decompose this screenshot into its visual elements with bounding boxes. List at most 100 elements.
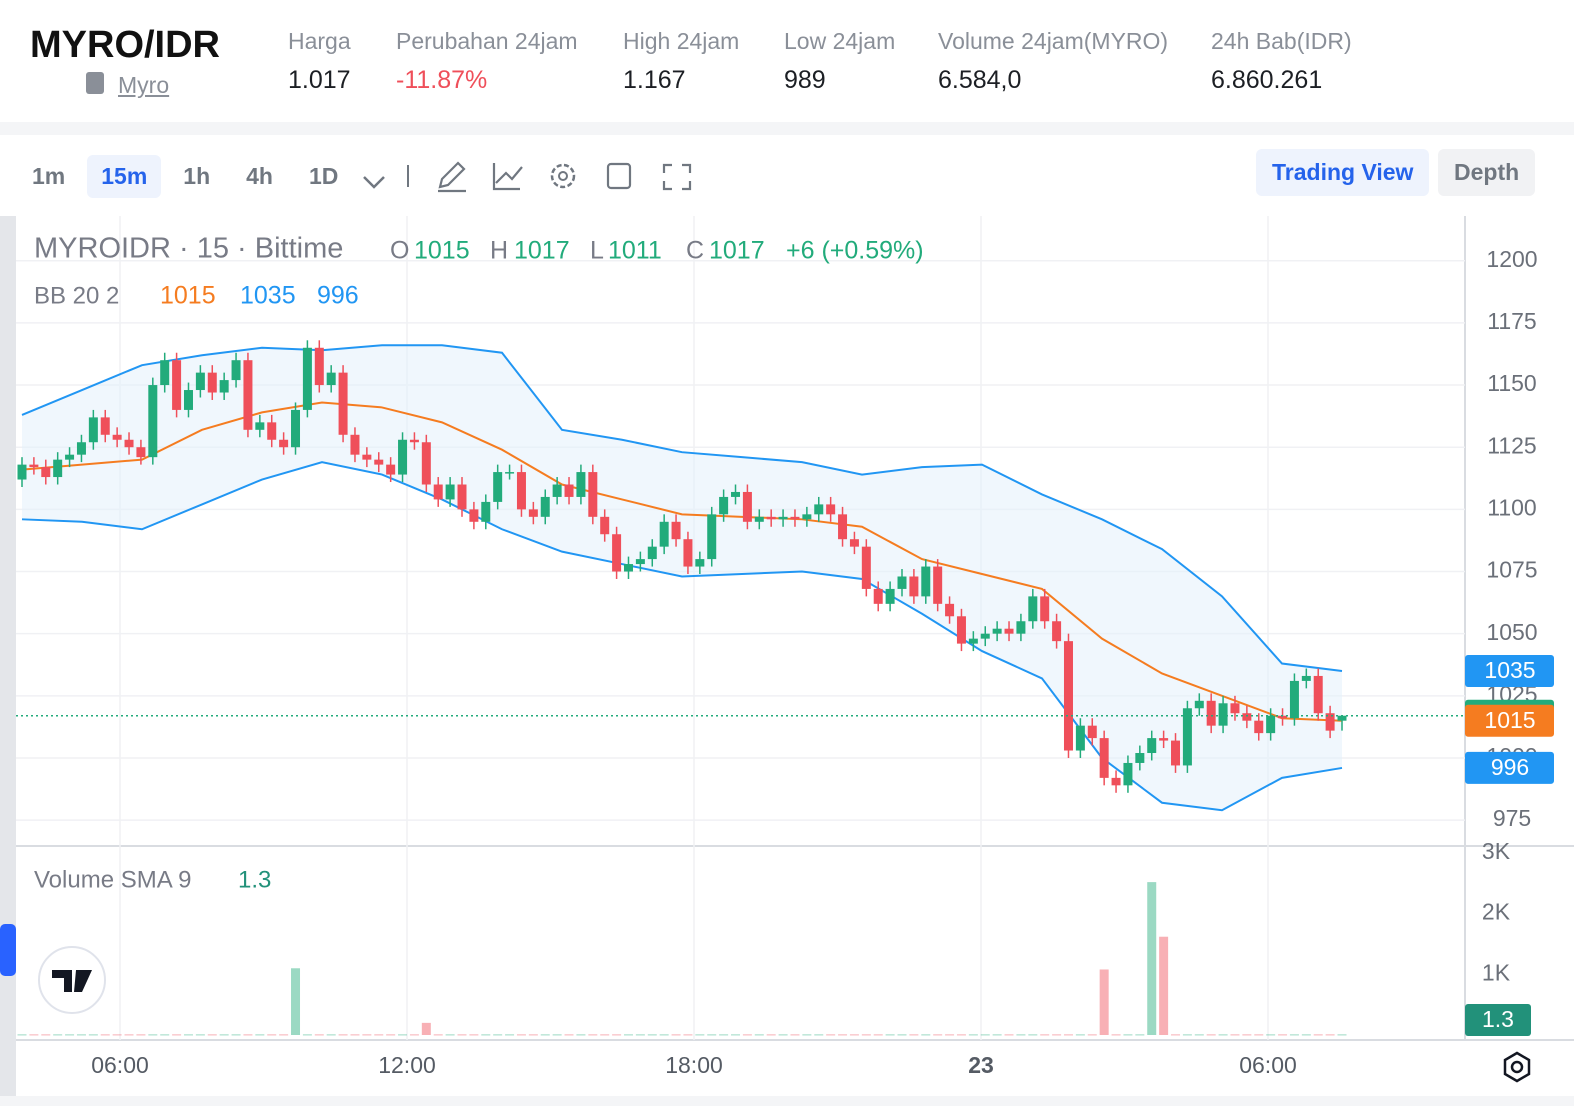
volume-bar bbox=[933, 1034, 943, 1036]
candle-body bbox=[1266, 715, 1276, 734]
candle-body bbox=[279, 439, 289, 448]
draw-icon[interactable] bbox=[438, 161, 466, 193]
candle-body bbox=[968, 638, 978, 644]
candle-body bbox=[1206, 700, 1216, 726]
band-line bbox=[21, 344, 1343, 672]
volume-bar bbox=[231, 1034, 241, 1036]
candle-body bbox=[1242, 713, 1252, 721]
volume-bar bbox=[1206, 1034, 1216, 1036]
fullscreen-icon[interactable] bbox=[662, 163, 692, 191]
candle-body bbox=[612, 534, 622, 572]
interval[interactable]: 1D bbox=[308, 163, 339, 189]
volume-bar bbox=[600, 1034, 610, 1036]
interval[interactable]: 15m bbox=[87, 155, 162, 198]
candle-body bbox=[374, 459, 384, 465]
candle-body bbox=[1230, 703, 1240, 714]
legend-value: 1017 bbox=[709, 237, 765, 265]
volume-bar bbox=[1063, 1034, 1073, 1036]
volume-bar bbox=[897, 1034, 907, 1036]
legend-label: H bbox=[490, 237, 508, 265]
candle-body bbox=[897, 576, 907, 589]
x-tick-label: 23 bbox=[968, 1052, 994, 1078]
chart-bg bbox=[16, 216, 1574, 1096]
volume-tick-label: 3K bbox=[1482, 838, 1511, 864]
candle-body bbox=[826, 504, 836, 515]
left-strip bbox=[0, 216, 16, 1096]
dropdown-icon[interactable] bbox=[363, 176, 385, 189]
volume-bar bbox=[1040, 1034, 1050, 1036]
interval[interactable]: 1m bbox=[32, 163, 66, 189]
candle-body bbox=[1182, 708, 1192, 766]
volume-bar bbox=[17, 1034, 27, 1036]
volume-bar bbox=[76, 1034, 86, 1036]
volume-bar bbox=[1135, 1034, 1145, 1036]
volume-badge-label: 1.3 bbox=[1482, 1006, 1514, 1032]
legend-label: L bbox=[590, 237, 604, 265]
volume-bar bbox=[861, 1034, 871, 1036]
volume-bar bbox=[885, 1034, 895, 1036]
candle-body bbox=[814, 504, 824, 515]
volume-bar bbox=[207, 1034, 217, 1036]
volume-bar bbox=[707, 1034, 717, 1036]
candle-body bbox=[172, 360, 182, 410]
volume-bar bbox=[65, 1034, 75, 1036]
volume-bar bbox=[671, 1034, 681, 1036]
coin-link[interactable]: Myro bbox=[118, 72, 170, 98]
candle-body bbox=[255, 422, 265, 430]
candle-body bbox=[136, 447, 146, 458]
settings-icon[interactable] bbox=[550, 163, 576, 189]
candle-body bbox=[921, 566, 931, 597]
header: MYRO/IDR Myro Harga 1.017 Perubahan 24jam -… bbox=[0, 0, 1574, 122]
candle-body bbox=[588, 472, 598, 517]
side-toggle[interactable] bbox=[0, 924, 16, 976]
candle-body bbox=[100, 417, 110, 435]
volume-bar bbox=[742, 1034, 752, 1036]
candle-body bbox=[1099, 738, 1109, 778]
volume-bar bbox=[1289, 1034, 1299, 1036]
volume-bar bbox=[374, 1034, 384, 1036]
price-badge-label: 1035 bbox=[1484, 657, 1535, 683]
candle-body bbox=[945, 603, 955, 617]
volume-bar bbox=[992, 1034, 1002, 1036]
volume-bar bbox=[172, 1034, 182, 1036]
volume-bar bbox=[588, 1034, 598, 1036]
candle-body bbox=[41, 467, 51, 478]
volume-bar bbox=[540, 1034, 550, 1036]
candle-body bbox=[1052, 621, 1062, 642]
candle-body bbox=[1016, 621, 1026, 634]
volume-bar bbox=[980, 1034, 990, 1036]
volume-bar bbox=[469, 1034, 479, 1036]
y-tick-label: 975 bbox=[1493, 805, 1531, 831]
candle-body bbox=[1123, 762, 1133, 786]
volume-bar bbox=[291, 968, 301, 1035]
volume-bar bbox=[1266, 1034, 1276, 1036]
volume-bar bbox=[528, 1034, 538, 1036]
candle-body bbox=[505, 472, 515, 474]
indicator-icon[interactable] bbox=[492, 163, 523, 191]
candle-body bbox=[88, 417, 98, 443]
candle-body bbox=[873, 588, 883, 604]
volume-bar bbox=[576, 1034, 586, 1036]
volume-bar bbox=[956, 1034, 966, 1036]
volume-bar bbox=[873, 1034, 883, 1036]
interval[interactable]: 1h bbox=[183, 163, 211, 189]
interval[interactable]: 4h bbox=[246, 163, 273, 189]
volume-bar bbox=[243, 1034, 253, 1036]
indicator-value: 1015 bbox=[160, 282, 216, 310]
volume-bar bbox=[100, 1034, 110, 1036]
volume-bar bbox=[1171, 1034, 1181, 1036]
indicator-value: 996 bbox=[317, 282, 359, 310]
y-tick-label: 1100 bbox=[1487, 494, 1536, 520]
tab-depth[interactable]: Depth bbox=[1438, 149, 1536, 196]
band-line bbox=[21, 401, 1343, 722]
volume-bar bbox=[516, 1034, 526, 1036]
save-icon[interactable] bbox=[606, 162, 632, 190]
volume-bar bbox=[802, 1034, 812, 1036]
axis-settings[interactable] bbox=[1503, 1051, 1531, 1083]
volume-bar bbox=[1278, 1034, 1288, 1036]
candle-body bbox=[124, 439, 134, 448]
volume-bar bbox=[1242, 1034, 1252, 1036]
y-tick-label: 1150 bbox=[1487, 370, 1536, 396]
tab-trading-view[interactable]: Trading View bbox=[1256, 149, 1430, 196]
